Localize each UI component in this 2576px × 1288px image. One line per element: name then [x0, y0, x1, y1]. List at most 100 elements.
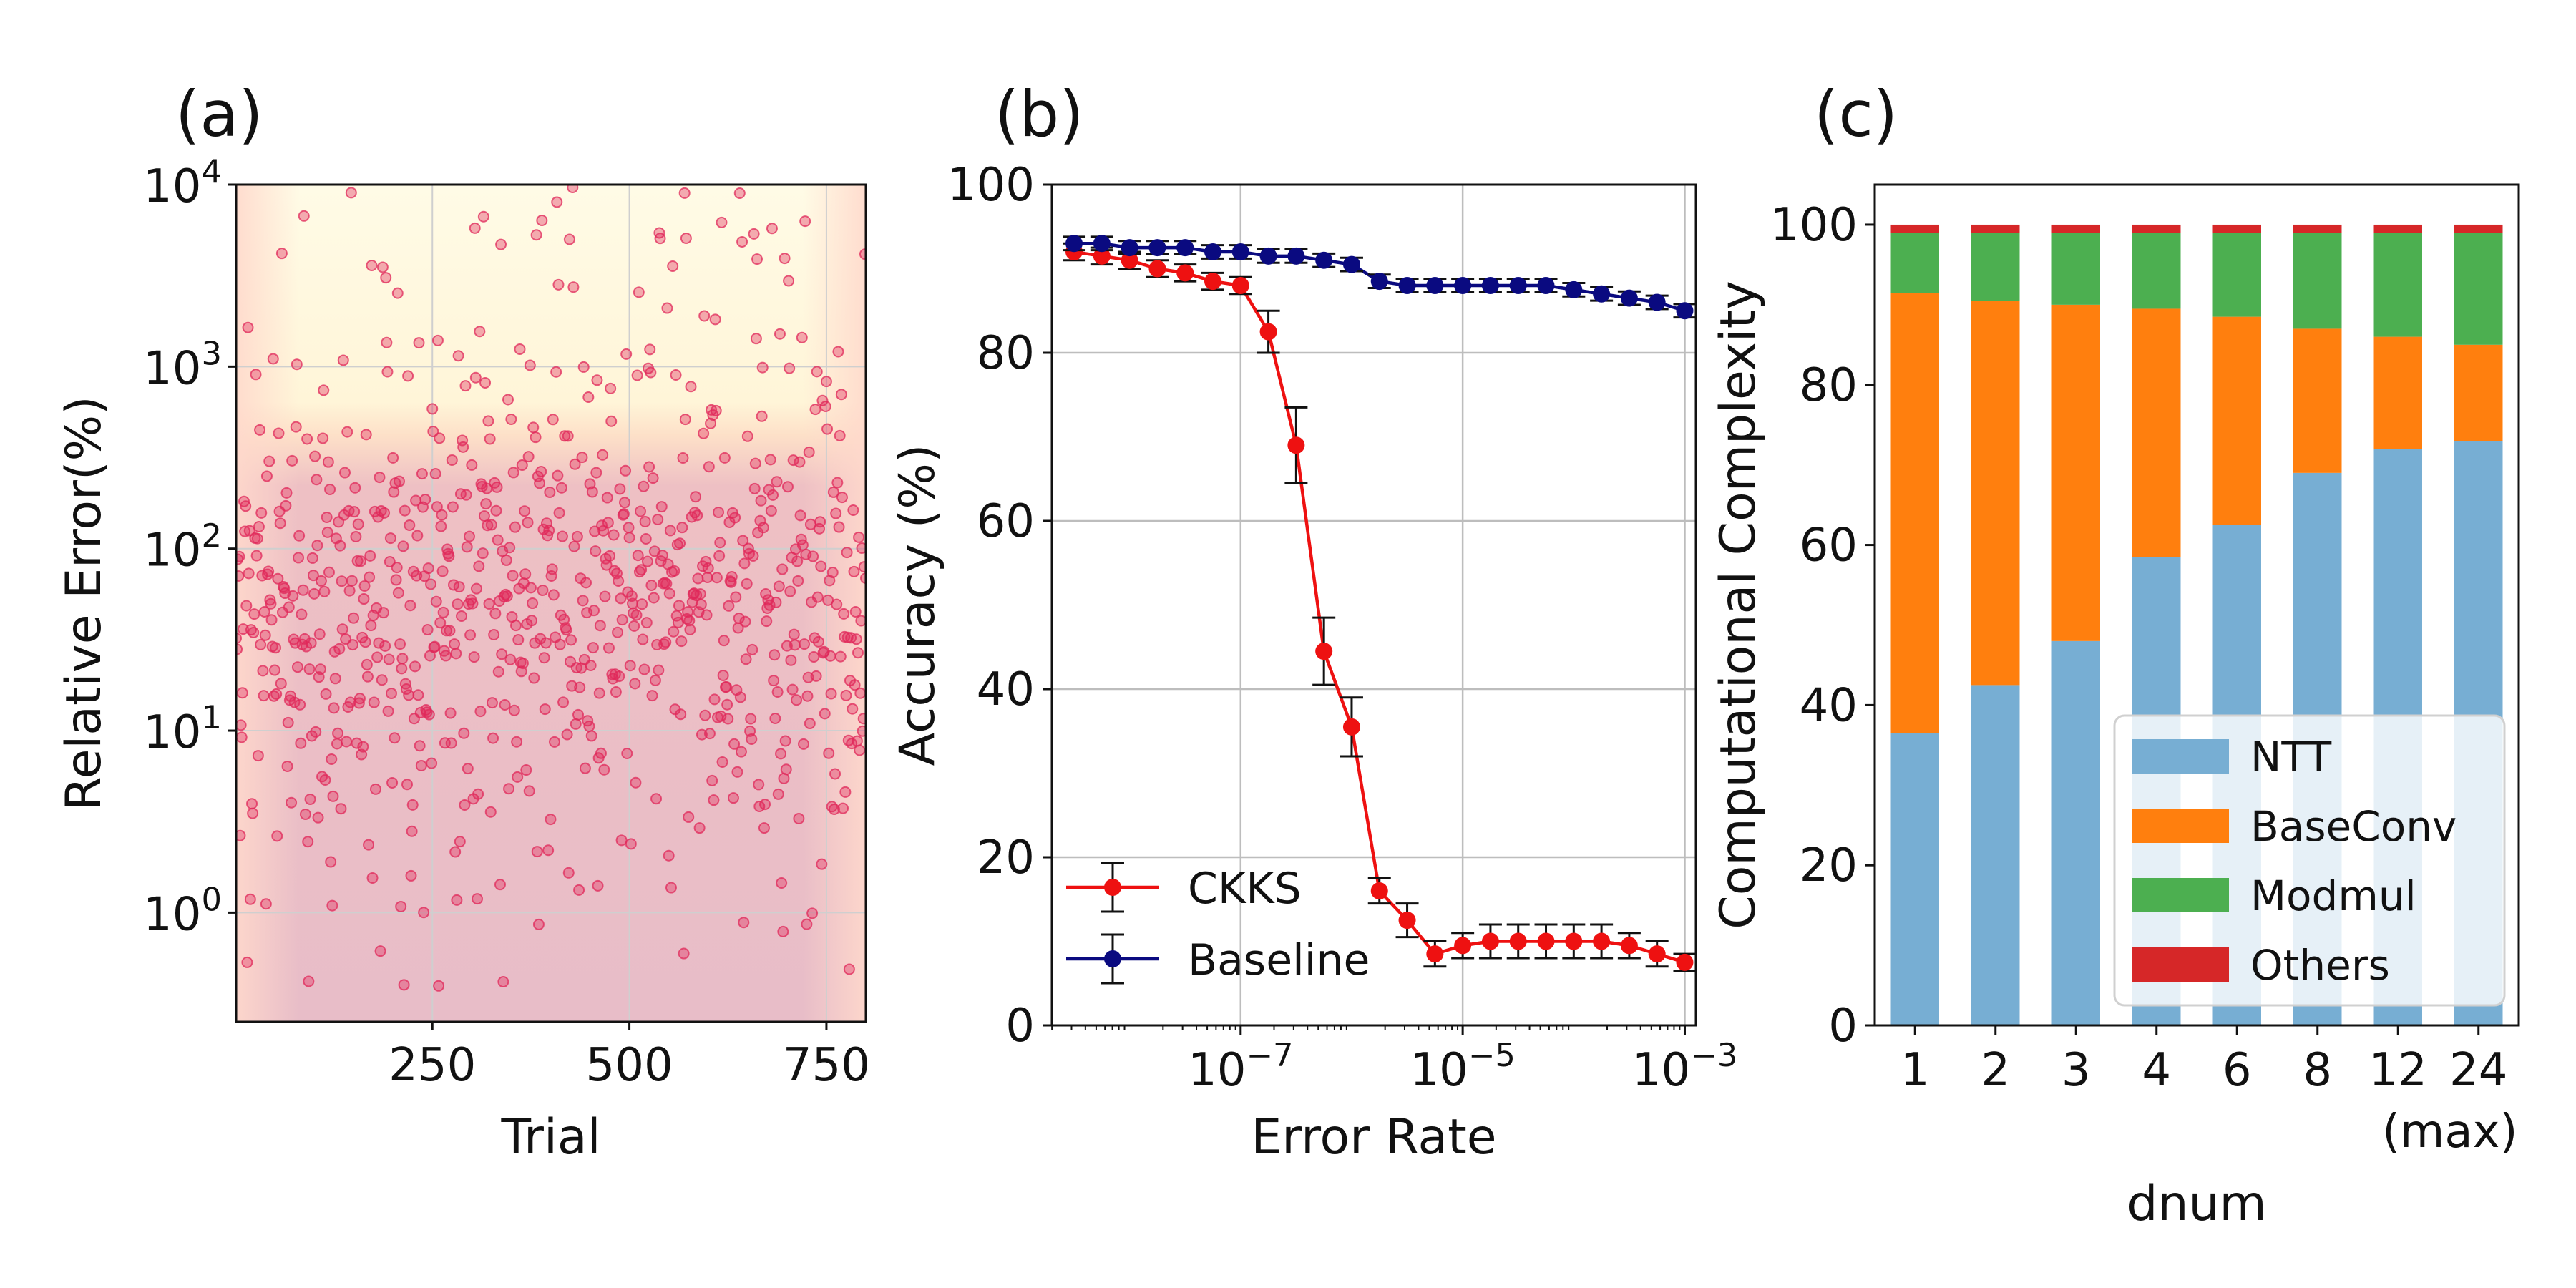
panel-a-point — [341, 736, 353, 748]
panel-a-point — [500, 554, 512, 566]
panel-b-x-tick-label: 10−7 — [1188, 1036, 1293, 1097]
panel-b-point-baseline — [1620, 289, 1638, 307]
panel-a-point — [692, 572, 704, 585]
panel-a-point — [392, 587, 404, 599]
panel-a-point — [415, 759, 427, 771]
panel-a-point — [333, 643, 346, 655]
panel-a-point — [516, 459, 528, 471]
panel-b-point-ckks — [1537, 932, 1555, 950]
panel-b-point-baseline — [1454, 277, 1472, 294]
panel-c-bar-others — [2051, 224, 2100, 233]
panel-a-point — [665, 882, 677, 894]
panel-a-point — [335, 803, 347, 815]
panel-b-point-ckks — [1565, 932, 1583, 950]
panel-a-point — [664, 525, 676, 537]
panel-a-point — [632, 550, 644, 562]
panel-a-point — [569, 458, 581, 470]
panel-a-point — [280, 499, 292, 512]
panel-a-point — [591, 374, 603, 386]
panel-a-point — [640, 533, 652, 545]
panel-a-point — [740, 653, 752, 665]
panel-a-point — [832, 346, 844, 358]
panel-a-point — [730, 591, 742, 603]
panel-a-point — [639, 515, 651, 527]
panel-c-bar-modmul — [1890, 233, 1939, 293]
panel-a-point — [477, 547, 489, 560]
panel-b-point-baseline — [1315, 251, 1333, 269]
panel-a-point — [855, 615, 866, 627]
panel-a-label: (a) — [175, 77, 263, 151]
panel-b-point-baseline — [1204, 243, 1221, 260]
panel-a-point — [683, 615, 696, 627]
panel-a-point — [825, 688, 837, 700]
panel-a-point — [771, 476, 783, 488]
panel-a-point — [478, 510, 490, 522]
panel-a-point — [641, 555, 653, 567]
panel-b-point-baseline — [1287, 247, 1305, 265]
panel-a-point — [546, 563, 558, 575]
panel-a-point — [364, 571, 376, 583]
panel-a-point — [785, 654, 797, 666]
panel-a-point — [646, 690, 658, 702]
panel-b-point-ckks — [1204, 273, 1221, 291]
panel-c-x-tick-label: 8 — [2303, 1044, 2332, 1097]
panel-a-point — [858, 561, 866, 573]
panel-a-point — [751, 253, 763, 265]
panel-a-point — [653, 664, 665, 676]
panel-a-point — [836, 492, 848, 504]
panel-a-point — [799, 638, 811, 650]
panel-a-point — [750, 333, 762, 345]
panel-b-point-ckks — [1231, 277, 1249, 294]
panel-a-point — [605, 415, 618, 427]
panel-c-bar-modmul — [2051, 233, 2100, 305]
panel-b-point-baseline — [1509, 277, 1527, 294]
panel-a-point — [406, 799, 419, 811]
panel-a-point — [582, 391, 595, 403]
panel-a-point — [384, 532, 396, 545]
panel-a-point — [247, 807, 259, 819]
panel-a-point — [505, 413, 517, 425]
panel-a-point — [294, 698, 306, 711]
panel-c: (c) 1 2 3 4 6 8 12 24(max)020406080100NTTBaseCo… — [1710, 77, 2520, 1232]
panel-a-point — [809, 404, 821, 416]
panel-a-point — [655, 501, 668, 513]
panel-b-y-tick-label: 20 — [977, 831, 1035, 884]
panel-c-legend-label: NTT — [2250, 733, 2332, 781]
panel-a-point — [683, 811, 695, 823]
panel-a-point — [577, 595, 589, 607]
panel-a-point — [698, 310, 711, 322]
panel-a-point — [807, 550, 819, 562]
panel-a-point — [731, 766, 743, 778]
panel-a-point — [482, 415, 494, 427]
panel-a-point — [791, 555, 804, 567]
panel-a-point — [714, 537, 726, 549]
panel-b-x-tick-label: 10−5 — [1410, 1036, 1515, 1097]
panel-a-point — [484, 806, 497, 818]
panel-a-point — [557, 696, 570, 708]
panel-a-point — [504, 542, 516, 554]
panel-a-point — [803, 446, 815, 458]
panel-a-point — [562, 867, 575, 879]
panel-a-point — [473, 560, 485, 572]
panel-a-point — [449, 638, 461, 650]
panel-a-point — [772, 788, 784, 800]
panel-a-point — [236, 550, 245, 562]
panel-a-point — [487, 732, 499, 744]
panel-a-point — [236, 570, 245, 582]
panel-a-point — [395, 900, 407, 912]
panel-b-point-ckks — [1509, 932, 1527, 950]
panel-a-point — [573, 884, 585, 896]
panel-a-point — [749, 457, 761, 469]
panel-a-point — [454, 836, 466, 848]
panel-a-point — [358, 580, 371, 592]
panel-c-bar-modmul — [2132, 233, 2181, 309]
panel-a-point — [810, 670, 822, 682]
panel-a-point — [243, 567, 255, 580]
panel-a-point — [552, 469, 564, 482]
panel-a-point — [645, 580, 658, 592]
panel-a-point — [536, 214, 548, 226]
panel-a-point — [847, 703, 859, 715]
panel-a-point — [608, 529, 620, 541]
panel-a-point — [236, 719, 247, 731]
panel-a-point — [404, 519, 416, 531]
